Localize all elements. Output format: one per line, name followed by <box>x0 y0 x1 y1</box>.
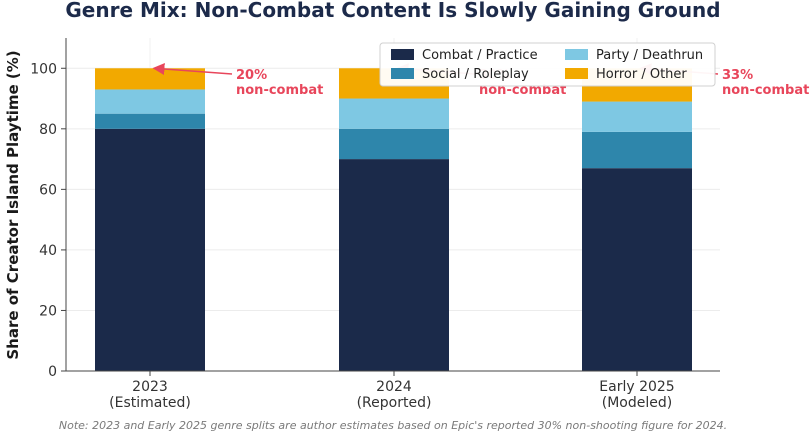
y-tick-label: 80 <box>39 122 57 138</box>
annotation-text: non-combat <box>722 83 809 98</box>
bar-segment <box>339 128 449 160</box>
legend-swatch <box>565 68 588 79</box>
x-tick-label: 2023 <box>132 379 168 395</box>
x-tick-label: (Modeled) <box>602 395 672 411</box>
bar-segment <box>95 68 205 90</box>
legend-swatch <box>391 68 414 79</box>
bar-segment <box>95 89 205 114</box>
annotation-text: 33% <box>722 68 753 83</box>
bar-segment <box>582 168 692 371</box>
legend-label: Social / Roleplay <box>422 67 529 82</box>
y-axis-label: Share of Creator Island Playtime (%) <box>4 50 22 359</box>
y-tick-label: 20 <box>39 303 57 319</box>
x-tick-label: (Reported) <box>357 395 432 411</box>
chart-title: Genre Mix: Non-Combat Content Is Slowly … <box>65 0 720 22</box>
y-tick-label: 40 <box>39 243 57 259</box>
legend-box <box>379 42 716 87</box>
x-tick-label: (Estimated) <box>109 395 191 411</box>
y-tick-label: 100 <box>30 61 57 77</box>
annotation-text: non-combat <box>236 83 323 98</box>
legend-label: Party / Deathrun <box>596 48 703 63</box>
bars <box>95 68 692 371</box>
axes: 0 20 40 60 80 100 2023(Estimated) 2024(Reported… <box>30 38 720 411</box>
bar-segment <box>95 113 205 129</box>
footnote: Note: 2023 and Early 2025 genre splits a… <box>59 419 727 432</box>
legend-label: Horror / Other <box>596 67 687 82</box>
x-tick-label: 2024 <box>376 379 412 395</box>
annotation-text: non-combat <box>479 83 566 98</box>
annotation-arrow <box>152 63 233 76</box>
legend-swatch <box>391 49 414 60</box>
bar-segment <box>339 98 449 129</box>
bar-segment <box>582 101 692 132</box>
legend: Combat / Practice Social / Roleplay Party … <box>379 42 716 87</box>
bar-segment <box>582 131 692 169</box>
y-tick-label: 0 <box>48 364 57 380</box>
bar-segment <box>95 128 205 371</box>
legend-swatch <box>565 49 588 60</box>
legend-label: Combat / Practice <box>422 48 538 63</box>
annotation-text: 20% <box>236 68 267 83</box>
x-tick-label: Early 2025 <box>599 379 674 395</box>
bar-segment <box>339 159 449 371</box>
y-tick-label: 60 <box>39 182 57 198</box>
